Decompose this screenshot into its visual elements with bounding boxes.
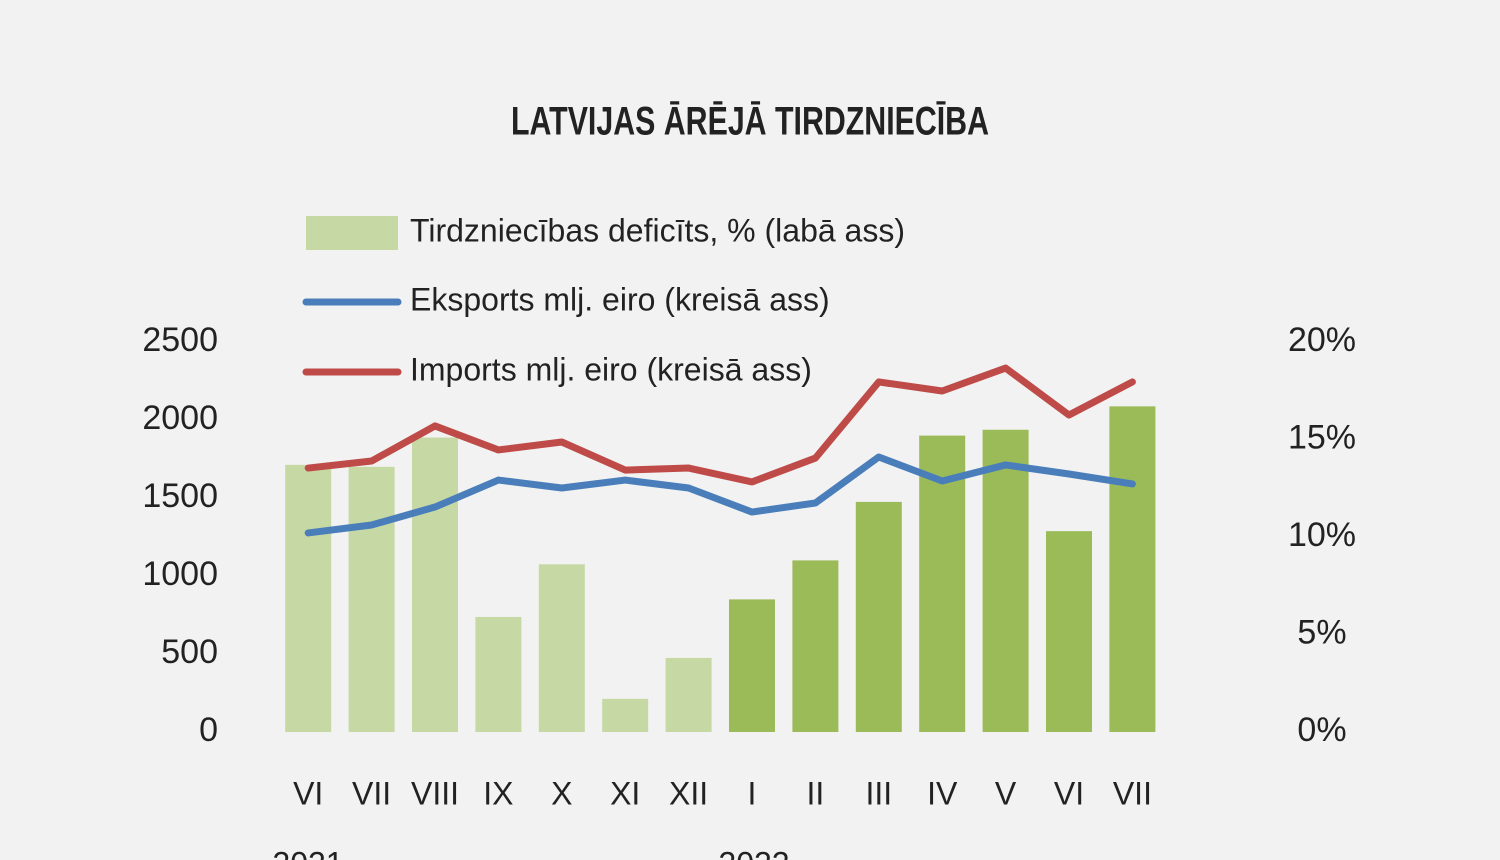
bar [1046, 531, 1092, 732]
y-tick-label: 2000 [142, 399, 218, 437]
bar [729, 599, 775, 732]
y2-tick-label: 5% [1297, 613, 1346, 651]
bar [982, 429, 1029, 732]
x-tick-label: V [995, 775, 1017, 811]
y-tick-label: 1000 [142, 555, 218, 593]
bar [412, 437, 458, 732]
x-tick-label: XI [610, 775, 640, 811]
x-tick-label: II [807, 775, 825, 811]
bar [475, 616, 522, 732]
x-tick-label: XII [669, 775, 708, 811]
x-tick-label: I [748, 775, 757, 811]
y-tick-label: 500 [161, 633, 218, 671]
legend-swatch [306, 216, 398, 250]
chart-title: LATVIJAS ĀRĒJĀ TIRDZNIECĪBA [511, 100, 989, 144]
bar [285, 464, 332, 732]
x-tick-label: VII [1113, 775, 1152, 811]
bar [602, 698, 649, 732]
x-tick-label: VI [293, 775, 323, 811]
x-tick-label: VII [352, 775, 391, 811]
x-tick-label: VI [1054, 775, 1084, 811]
line [304, 364, 1136, 486]
bar [348, 466, 395, 732]
year-label: 2021 [272, 845, 343, 860]
bar [665, 657, 712, 732]
x-tick-label: X [551, 775, 572, 811]
y2-tick-label: 15% [1288, 418, 1356, 456]
y2-tick-label: 0% [1297, 711, 1346, 749]
x-tick-label: III [865, 775, 892, 811]
y-tick-label: 2500 [142, 321, 218, 359]
y2-tick-label: 20% [1288, 321, 1356, 359]
y-tick-label: 1500 [142, 477, 218, 515]
x-tick-label: VIII [411, 775, 459, 811]
bar [1109, 406, 1156, 732]
legend-label: Imports mlj. eiro (kreisā ass) [410, 351, 812, 387]
bar [538, 564, 585, 732]
x-tick-label: IV [927, 775, 958, 811]
year-label: 2022 [718, 845, 789, 860]
line [304, 453, 1136, 537]
x-tick-label: IX [483, 775, 513, 811]
bar [855, 501, 902, 732]
bar [919, 435, 966, 732]
legend-label: Eksports mlj. eiro (kreisā ass) [410, 281, 830, 317]
legend-label: Tirdzniecības deficīts, % (labā ass) [410, 212, 905, 248]
y-tick-label: 0 [199, 711, 218, 749]
bar [792, 560, 839, 732]
y2-tick-label: 10% [1288, 516, 1356, 554]
